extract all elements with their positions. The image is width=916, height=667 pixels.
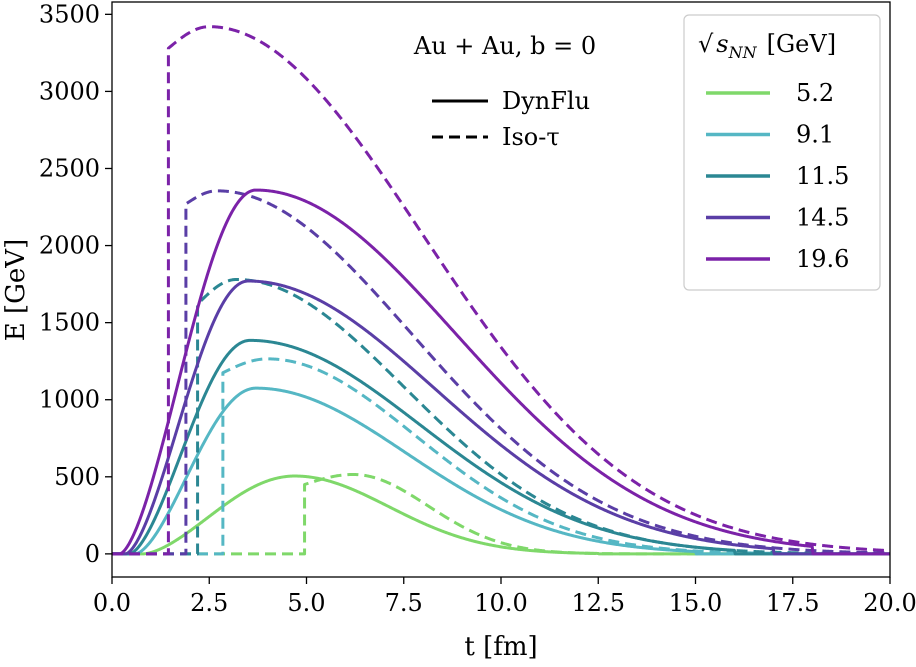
legend-label-14.5: 14.5	[796, 204, 849, 232]
x-axis-label: t [fm]	[464, 632, 537, 662]
series-14.5-iso-tau-line	[112, 189, 891, 556]
x-tick-label: 7.5	[385, 589, 423, 617]
annotation-collision: Au + Au, b = 0	[413, 32, 596, 60]
energy-legend: √ sNN [GeV] 5.2 9.1 11.5 14.5 19.6	[683, 14, 881, 291]
x-tick-label: 5.0	[287, 589, 325, 617]
style-legend-solid-label: DynFlu	[502, 87, 590, 115]
x-tick-label: 12.5	[572, 589, 625, 617]
x-tick-label: 0.0	[93, 589, 131, 617]
y-tick-label: 2500	[39, 154, 100, 182]
style-legend: DynFlu Iso-τ	[432, 87, 590, 151]
plot-area	[111, 25, 891, 556]
energy-legend-title: √ sNN [GeV]	[698, 30, 836, 62]
y-tick-label: 1000	[39, 386, 100, 414]
series-19.6-iso-tau-line	[112, 25, 891, 556]
x-tick-label: 10.0	[474, 589, 527, 617]
energy-legend-box	[683, 14, 881, 291]
legend-label-5.2: 5.2	[796, 79, 834, 107]
x-tick-label: 15.0	[669, 589, 722, 617]
style-legend-dashed-label: Iso-τ	[502, 123, 560, 151]
y-tick-label: 500	[54, 463, 100, 491]
y-tick-label: 1500	[39, 309, 100, 337]
series-19.6-dynflu-line	[111, 188, 891, 556]
series-14.5-dynflu-line	[111, 279, 891, 556]
y-tick-label: 0	[85, 540, 100, 568]
legend-label-9.1: 9.1	[796, 121, 834, 149]
y-axis-label: E [GeV]	[1, 239, 31, 341]
y-tick-label: 3000	[39, 77, 100, 105]
axis-ticks: 0.0 2.5 5.0 7.5 10.0 12.5 15.0 17.5 20.0 0 500 1000…	[39, 0, 916, 617]
x-tick-label: 17.5	[766, 589, 819, 617]
energy-legend-items: 5.2 9.1 11.5 14.5 19.6	[706, 79, 849, 273]
series-11.5-dynflu-line	[111, 338, 891, 556]
series-9.1-dynflu-line	[111, 386, 891, 556]
y-tick-label: 2000	[39, 232, 100, 260]
x-tick-label: 2.5	[190, 589, 228, 617]
x-tick-label: 20.0	[863, 589, 916, 617]
legend-label-11.5: 11.5	[796, 162, 849, 190]
series-9.1-iso-tau-line	[112, 357, 891, 556]
y-tick-label: 3500	[39, 0, 100, 28]
series-11.5-iso-tau-line	[112, 277, 891, 556]
legend-label-19.6: 19.6	[796, 245, 849, 273]
